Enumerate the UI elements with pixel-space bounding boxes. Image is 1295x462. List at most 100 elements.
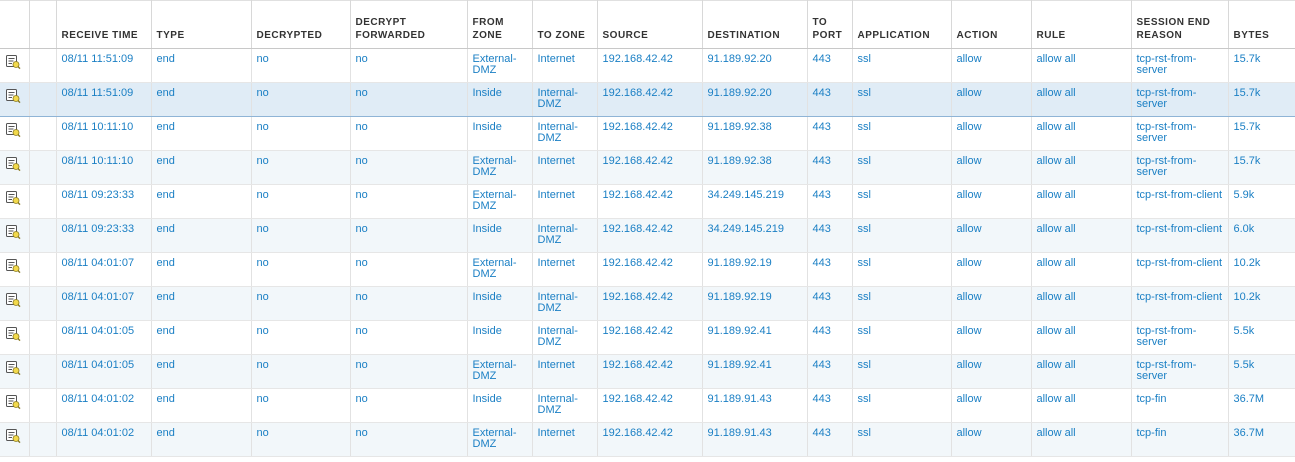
column-header-destination[interactable]: DESTINATION <box>702 0 808 49</box>
decrypted-link[interactable]: no <box>256 291 269 303</box>
bytes-link[interactable]: 15.7k <box>1233 121 1261 133</box>
table-row[interactable]: 08/11 04:01:02 end no no External-DMZ Interne… <box>0 422 1295 457</box>
column-header-bytes[interactable]: BYTES <box>1228 0 1295 49</box>
log-detail-icon[interactable] <box>5 190 21 206</box>
column-header-rule[interactable]: RULE <box>1031 0 1132 49</box>
action-link[interactable]: allow <box>956 291 982 303</box>
from-zone-link[interactable]: Inside <box>472 121 502 133</box>
from-zone-link[interactable]: Inside <box>472 393 502 405</box>
column-header-decrypted[interactable]: DECRYPTED <box>251 0 351 49</box>
table-row[interactable]: 08/11 11:51:09 end no no External-DMZ Interne… <box>0 48 1295 83</box>
rule-link[interactable]: allow all <box>1036 393 1076 405</box>
decrypted-link[interactable]: no <box>256 155 269 167</box>
from-zone-link[interactable]: External-DMZ <box>472 359 517 382</box>
decrypted-link[interactable]: no <box>256 121 269 133</box>
session-end-reason-link[interactable]: tcp-rst-from-client <box>1136 189 1223 201</box>
table-row[interactable]: 08/11 04:01:05 end no no External-DMZ Interne… <box>0 354 1295 389</box>
decrypted-link[interactable]: no <box>256 393 269 405</box>
action-link[interactable]: allow <box>956 257 982 269</box>
to-zone-link[interactable]: Internal-DMZ <box>537 325 578 348</box>
column-header-check[interactable] <box>29 0 57 49</box>
log-detail-icon[interactable] <box>5 292 21 308</box>
to-port-link[interactable]: 443 <box>812 325 831 337</box>
to-port-link[interactable]: 443 <box>812 87 831 99</box>
session-end-reason-link[interactable]: tcp-fin <box>1136 393 1167 405</box>
decrypt-forwarded-link[interactable]: no <box>355 155 368 167</box>
source-link[interactable]: 192.168.42.42 <box>602 87 673 99</box>
row-select-cell[interactable] <box>29 320 57 355</box>
action-link[interactable]: allow <box>956 325 982 337</box>
action-link[interactable]: allow <box>956 359 982 371</box>
decrypt-forwarded-link[interactable]: no <box>355 53 368 65</box>
decrypt-forwarded-link[interactable]: no <box>355 359 368 371</box>
rule-link[interactable]: allow all <box>1036 325 1076 337</box>
receive-time-link[interactable]: 08/11 09:23:33 <box>61 223 135 235</box>
from-zone-link[interactable]: Inside <box>472 325 502 337</box>
table-row[interactable]: 08/11 11:51:09 end no no Inside Internal-DMZ 1… <box>0 82 1295 117</box>
rule-link[interactable]: allow all <box>1036 53 1076 65</box>
receive-time-link[interactable]: 08/11 04:01:05 <box>61 359 135 371</box>
destination-link[interactable]: 91.189.91.43 <box>707 427 772 439</box>
to-zone-link[interactable]: Internet <box>537 155 575 167</box>
column-header-to-port[interactable]: TO PORT <box>807 0 853 49</box>
decrypt-forwarded-link[interactable]: no <box>355 257 368 269</box>
column-header-action[interactable]: ACTION <box>951 0 1032 49</box>
row-detail-cell[interactable] <box>0 184 30 219</box>
row-detail-cell[interactable] <box>0 252 30 287</box>
row-select-cell[interactable] <box>29 354 57 389</box>
type-link[interactable]: end <box>156 121 175 133</box>
to-zone-link[interactable]: Internal-DMZ <box>537 121 578 144</box>
receive-time-link[interactable]: 08/11 04:01:02 <box>61 393 135 405</box>
column-header-from-zone[interactable]: FROM ZONE <box>467 0 533 49</box>
column-header-type[interactable]: TYPE <box>151 0 252 49</box>
receive-time-link[interactable]: 08/11 11:51:09 <box>61 87 134 99</box>
application-link[interactable]: ssl <box>857 393 871 405</box>
table-row[interactable]: 08/11 04:01:07 end no no Inside Internal-DMZ 1… <box>0 286 1295 321</box>
destination-link[interactable]: 91.189.92.19 <box>707 257 772 269</box>
to-port-link[interactable]: 443 <box>812 393 831 405</box>
decrypt-forwarded-link[interactable]: no <box>355 393 368 405</box>
action-link[interactable]: allow <box>956 121 982 133</box>
application-link[interactable]: ssl <box>857 257 871 269</box>
type-link[interactable]: end <box>156 427 175 439</box>
bytes-link[interactable]: 15.7k <box>1233 53 1261 65</box>
destination-link[interactable]: 91.189.92.41 <box>707 325 772 337</box>
from-zone-link[interactable]: External-DMZ <box>472 427 517 450</box>
table-row[interactable]: 08/11 09:23:33 end no no Inside Internal-DMZ 1… <box>0 218 1295 253</box>
row-select-cell[interactable] <box>29 184 57 219</box>
log-detail-icon[interactable] <box>5 156 21 172</box>
receive-time-link[interactable]: 08/11 10:11:10 <box>61 121 134 133</box>
receive-time-link[interactable]: 08/11 09:23:33 <box>61 189 135 201</box>
destination-link[interactable]: 91.189.92.19 <box>707 291 772 303</box>
type-link[interactable]: end <box>156 155 175 167</box>
action-link[interactable]: allow <box>956 87 982 99</box>
decrypted-link[interactable]: no <box>256 189 269 201</box>
application-link[interactable]: ssl <box>857 189 871 201</box>
decrypted-link[interactable]: no <box>256 325 269 337</box>
row-select-cell[interactable] <box>29 422 57 457</box>
type-link[interactable]: end <box>156 223 175 235</box>
from-zone-link[interactable]: External-DMZ <box>472 53 517 76</box>
to-zone-link[interactable]: Internal-DMZ <box>537 87 578 110</box>
to-zone-link[interactable]: Internet <box>537 427 575 439</box>
row-select-cell[interactable] <box>29 48 57 83</box>
row-detail-cell[interactable] <box>0 422 30 457</box>
source-link[interactable]: 192.168.42.42 <box>602 257 673 269</box>
application-link[interactable]: ssl <box>857 121 871 133</box>
to-port-link[interactable]: 443 <box>812 359 831 371</box>
log-detail-icon[interactable] <box>5 258 21 274</box>
bytes-link[interactable]: 15.7k <box>1233 87 1261 99</box>
bytes-link[interactable]: 5.5k <box>1233 325 1255 337</box>
column-header-icon[interactable] <box>0 0 30 49</box>
to-zone-link[interactable]: Internet <box>537 53 575 65</box>
receive-time-link[interactable]: 08/11 10:11:10 <box>61 155 134 167</box>
rule-link[interactable]: allow all <box>1036 121 1076 133</box>
application-link[interactable]: ssl <box>857 427 871 439</box>
destination-link[interactable]: 91.189.92.38 <box>707 121 772 133</box>
column-header-to-zone[interactable]: TO ZONE <box>532 0 598 49</box>
bytes-link[interactable]: 36.7M <box>1233 427 1265 439</box>
table-row[interactable]: 08/11 09:23:33 end no no External-DMZ Interne… <box>0 184 1295 219</box>
to-port-link[interactable]: 443 <box>812 155 831 167</box>
to-port-link[interactable]: 443 <box>812 427 831 439</box>
to-port-link[interactable]: 443 <box>812 223 831 235</box>
